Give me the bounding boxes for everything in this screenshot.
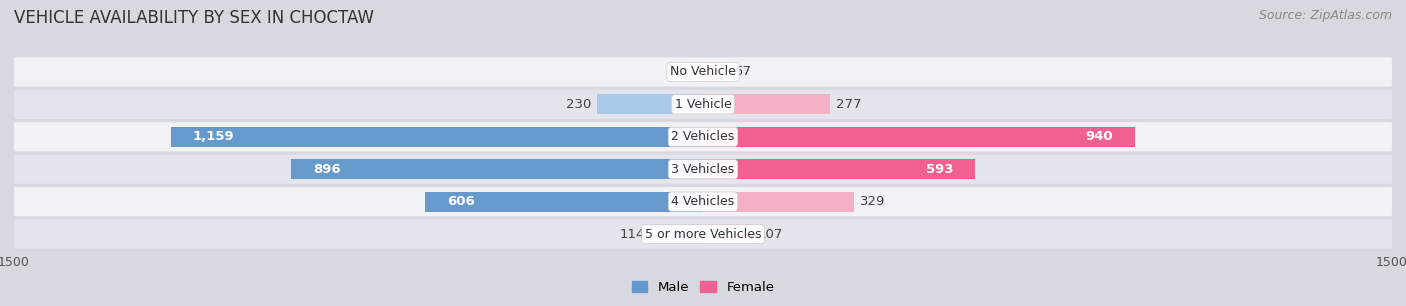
Bar	[703, 224, 752, 244]
Bar	[425, 192, 703, 212]
Legend: Male, Female: Male, Female	[626, 276, 780, 299]
Text: 277: 277	[835, 98, 862, 111]
Text: 1 Vehicle: 1 Vehicle	[675, 98, 731, 111]
Text: VEHICLE AVAILABILITY BY SEX IN CHOCTAW: VEHICLE AVAILABILITY BY SEX IN CHOCTAW	[14, 9, 374, 27]
FancyBboxPatch shape	[14, 187, 1392, 216]
Text: Source: ZipAtlas.com: Source: ZipAtlas.com	[1258, 9, 1392, 22]
Bar	[703, 159, 976, 179]
Text: 114: 114	[620, 228, 645, 241]
Text: 30: 30	[666, 65, 683, 78]
Text: 593: 593	[925, 163, 953, 176]
FancyBboxPatch shape	[14, 57, 1392, 87]
FancyBboxPatch shape	[14, 219, 1392, 249]
Bar	[598, 94, 703, 114]
Bar	[170, 127, 703, 147]
Bar	[703, 192, 853, 212]
Text: 4 Vehicles: 4 Vehicles	[672, 195, 734, 208]
Bar	[703, 62, 730, 82]
Text: 1,159: 1,159	[193, 130, 235, 143]
Text: 230: 230	[567, 98, 592, 111]
Text: 107: 107	[758, 228, 783, 241]
Text: 940: 940	[1085, 130, 1112, 143]
Text: 896: 896	[314, 163, 342, 176]
Text: 5 or more Vehicles: 5 or more Vehicles	[645, 228, 761, 241]
Text: 606: 606	[447, 195, 474, 208]
Bar	[689, 62, 703, 82]
FancyBboxPatch shape	[14, 155, 1392, 184]
Text: No Vehicle: No Vehicle	[671, 65, 735, 78]
Text: 2 Vehicles: 2 Vehicles	[672, 130, 734, 143]
Bar	[291, 159, 703, 179]
Text: 57: 57	[735, 65, 752, 78]
Text: 3 Vehicles: 3 Vehicles	[672, 163, 734, 176]
FancyBboxPatch shape	[14, 90, 1392, 119]
Bar	[703, 94, 830, 114]
Bar	[651, 224, 703, 244]
Bar	[703, 127, 1135, 147]
FancyBboxPatch shape	[14, 122, 1392, 151]
Text: 329: 329	[859, 195, 884, 208]
